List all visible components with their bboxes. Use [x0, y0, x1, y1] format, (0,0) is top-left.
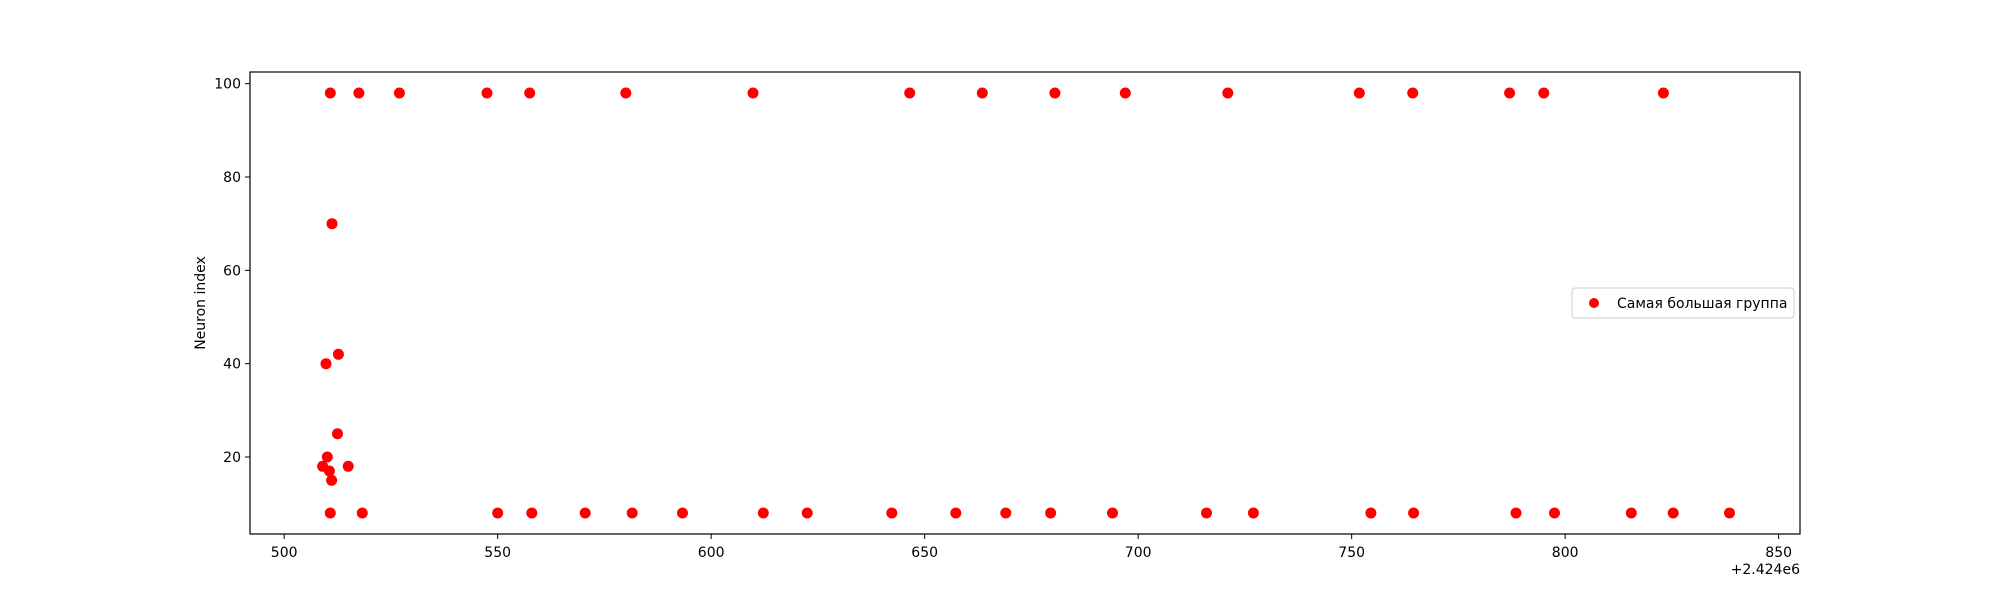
y-tick-label: 40 — [223, 357, 241, 373]
data-point — [1407, 87, 1419, 99]
data-points — [317, 87, 1735, 519]
legend: Самая большая группа — [1571, 287, 1795, 319]
data-point — [332, 348, 344, 360]
data-point — [1365, 507, 1377, 519]
data-point — [1000, 507, 1012, 519]
data-point — [393, 87, 405, 99]
x-axis-ticks: 500 550 600 650 700 750 800 850 — [271, 534, 1792, 561]
data-point — [950, 507, 962, 519]
y-tick-label: 60 — [223, 263, 241, 279]
data-point — [326, 218, 338, 230]
data-point — [332, 428, 343, 440]
data-point — [526, 507, 538, 519]
data-point — [626, 507, 638, 519]
data-point — [1119, 87, 1131, 99]
data-point — [492, 507, 504, 519]
data-point — [1625, 507, 1637, 519]
data-point — [1667, 507, 1679, 519]
data-point — [1724, 507, 1735, 519]
y-tick-label: 80 — [223, 170, 241, 186]
data-point — [1408, 507, 1420, 519]
data-point — [620, 87, 632, 99]
x-tick-label: 850 — [1765, 545, 1792, 561]
data-point — [1549, 507, 1560, 519]
data-point — [1045, 507, 1057, 519]
data-point — [1049, 87, 1061, 99]
data-point — [353, 87, 365, 99]
data-point — [1107, 507, 1118, 519]
data-point — [1222, 87, 1234, 99]
legend-marker — [1589, 298, 1599, 308]
x-tick-label: 700 — [1125, 545, 1152, 561]
data-point — [342, 460, 354, 472]
y-axis-label: Neuron index — [193, 256, 209, 350]
data-point — [524, 87, 536, 99]
data-point — [1510, 507, 1522, 519]
data-point — [326, 474, 338, 486]
x-tick-label: 600 — [698, 545, 725, 561]
legend-label: Самая большая группа — [1617, 296, 1787, 312]
data-point — [976, 87, 988, 99]
legend-box — [1571, 287, 1795, 319]
x-tick-label: 500 — [271, 545, 298, 561]
data-point — [1201, 507, 1212, 519]
x-tick-label: 650 — [911, 545, 938, 561]
data-point — [323, 465, 335, 477]
data-point — [801, 507, 813, 519]
data-point — [356, 507, 368, 519]
data-point — [1504, 87, 1516, 99]
data-point — [747, 87, 759, 99]
data-point — [1538, 87, 1550, 99]
data-point — [886, 507, 898, 519]
data-point — [324, 507, 336, 519]
data-point — [320, 358, 332, 370]
data-point — [677, 507, 688, 519]
plot-area — [250, 72, 1800, 534]
data-point — [904, 87, 916, 99]
x-tick-label: 750 — [1338, 545, 1365, 561]
x-axis-offset-text: +2.424e6 — [1731, 562, 1800, 578]
data-point — [757, 507, 769, 519]
plot-frame — [249, 71, 1801, 535]
x-tick-label: 800 — [1552, 545, 1579, 561]
data-point — [1657, 87, 1669, 99]
data-point — [321, 451, 333, 463]
y-axis-ticks: 20 40 60 80 100 — [214, 77, 250, 466]
data-point — [1247, 507, 1259, 519]
data-point — [324, 87, 336, 99]
data-point — [579, 507, 591, 519]
data-point — [481, 87, 493, 99]
x-tick-label: 550 — [484, 545, 511, 561]
y-tick-label: 20 — [223, 450, 241, 466]
data-point — [1353, 87, 1365, 99]
y-tick-label: 100 — [214, 77, 241, 93]
